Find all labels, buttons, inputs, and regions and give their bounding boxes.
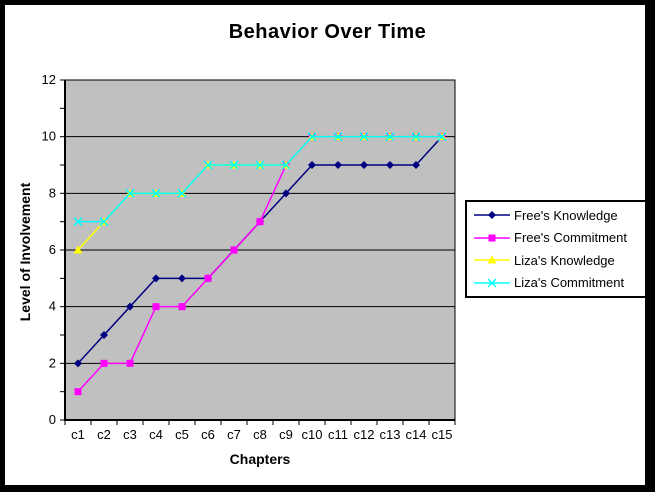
marker-liza-s-commitment-c4 — [151, 188, 161, 198]
legend-marker-free-s-knowledge — [488, 211, 496, 220]
x-tick-label-c8: c8 — [253, 427, 267, 442]
legend-marker-liza-s-commitment — [487, 278, 497, 288]
legend-diamond-icon — [474, 211, 510, 220]
marker-liza-s-commitment-c14 — [411, 132, 421, 142]
marker-free-s-knowledge-c1 — [74, 359, 82, 368]
y-tick-label-10: 10 — [42, 129, 56, 144]
legend-item-free-s-knowledge: Free's Knowledge — [473, 208, 644, 223]
marker-liza-s-commitment-c9 — [281, 160, 291, 170]
legend-square-icon — [474, 234, 510, 242]
x-tick-label-c15: c15 — [432, 427, 453, 442]
legend-label-liza-s-knowledge: Liza's Knowledge — [514, 252, 615, 268]
y-tick-label-2: 2 — [49, 355, 56, 370]
marker-free-s-knowledge-c5 — [178, 274, 186, 283]
x-tick-label-c1: c1 — [71, 427, 85, 442]
marker-free-s-commitment-c3 — [126, 359, 134, 367]
marker-liza-s-commitment-c5 — [177, 188, 187, 198]
legend-label-free-s-knowledge: Free's Knowledge — [514, 207, 618, 223]
x-tick-label-c3: c3 — [123, 427, 137, 442]
marker-free-s-commitment-c6 — [204, 274, 212, 282]
marker-free-s-knowledge-c3 — [126, 302, 134, 311]
marker-free-s-commitment-c2 — [100, 359, 108, 367]
marker-liza-s-commitment-c12 — [359, 132, 369, 142]
marker-free-s-commitment-c1 — [74, 388, 82, 396]
y-axis-title: Level of Involvement — [17, 182, 33, 322]
y-tick-label-8: 8 — [49, 185, 56, 200]
series-liza-s-commitment — [73, 132, 447, 227]
marker-free-s-knowledge-c12 — [360, 161, 368, 169]
marker-free-s-knowledge-c13 — [386, 161, 394, 169]
marker-liza-s-commitment-c3 — [125, 188, 135, 198]
x-tick-label-c11: c11 — [328, 427, 348, 442]
y-tick-label-0: 0 — [49, 412, 56, 427]
legend-triangle-icon — [474, 255, 510, 264]
marker-free-s-knowledge-c10 — [308, 161, 316, 169]
marker-liza-s-commitment-c6 — [203, 160, 213, 170]
x-tick-label-c14: c14 — [406, 427, 427, 442]
x-tick-label-c6: c6 — [201, 427, 215, 442]
marker-liza-s-commitment-c11 — [333, 132, 343, 142]
legend-item-liza-s-commitment: Liza's Commitment — [473, 275, 644, 290]
marker-free-s-knowledge-c14 — [412, 161, 420, 169]
legend-marker-liza-s-knowledge — [487, 255, 497, 264]
legend-label-free-s-commitment: Free's Commitment — [514, 230, 628, 246]
legend-label-liza-s-commitment: Liza's Commitment — [514, 275, 625, 291]
marker-free-s-knowledge-c9 — [282, 189, 290, 198]
y-tick-label-4: 4 — [49, 299, 56, 314]
x-tick-label-c7: c7 — [227, 427, 241, 442]
x-tick-label-c2: c2 — [97, 427, 111, 442]
marker-liza-s-commitment-c13 — [385, 132, 395, 142]
marker-free-s-commitment-c7 — [230, 246, 238, 254]
marker-liza-s-commitment-c7 — [229, 160, 239, 170]
marker-free-s-knowledge-c4 — [152, 274, 160, 283]
marker-free-s-knowledge-c11 — [334, 161, 342, 169]
y-tick-label-12: 12 — [42, 72, 56, 87]
legend-x-icon — [474, 278, 510, 288]
marker-liza-s-commitment-c10 — [307, 132, 317, 142]
x-tick-label-c10: c10 — [302, 427, 323, 442]
marker-liza-s-commitment-c8 — [255, 160, 265, 170]
chart-title: Behavior Over Time — [228, 21, 427, 43]
marker-free-s-knowledge-c2 — [100, 331, 108, 339]
marker-free-s-commitment-c8 — [256, 218, 264, 226]
marker-liza-s-commitment-c1 — [73, 217, 83, 227]
legend-marker-free-s-commitment — [488, 234, 496, 242]
marker-liza-s-commitment-c15 — [437, 132, 447, 142]
y-tick-label-6: 6 — [49, 242, 56, 257]
marker-free-s-commitment-c4 — [152, 303, 160, 311]
x-tick-label-c9: c9 — [279, 427, 293, 442]
x-tick-label-c13: c13 — [380, 427, 401, 442]
x-axis-title: Chapters — [229, 451, 291, 467]
legend-item-liza-s-knowledge: Liza's Knowledge — [473, 253, 644, 268]
legend: Free's Knowledge Free's Commitment Liza's … — [465, 200, 648, 298]
marker-liza-s-commitment-c2 — [99, 217, 109, 227]
marker-free-s-commitment-c5 — [178, 303, 186, 311]
x-tick-label-c12: c12 — [354, 427, 375, 442]
x-tick-label-c4: c4 — [149, 427, 163, 442]
marker-liza-s-knowledge-c1 — [73, 245, 83, 254]
legend-item-free-s-commitment: Free's Commitment — [473, 230, 644, 245]
x-tick-label-c5: c5 — [175, 427, 189, 442]
